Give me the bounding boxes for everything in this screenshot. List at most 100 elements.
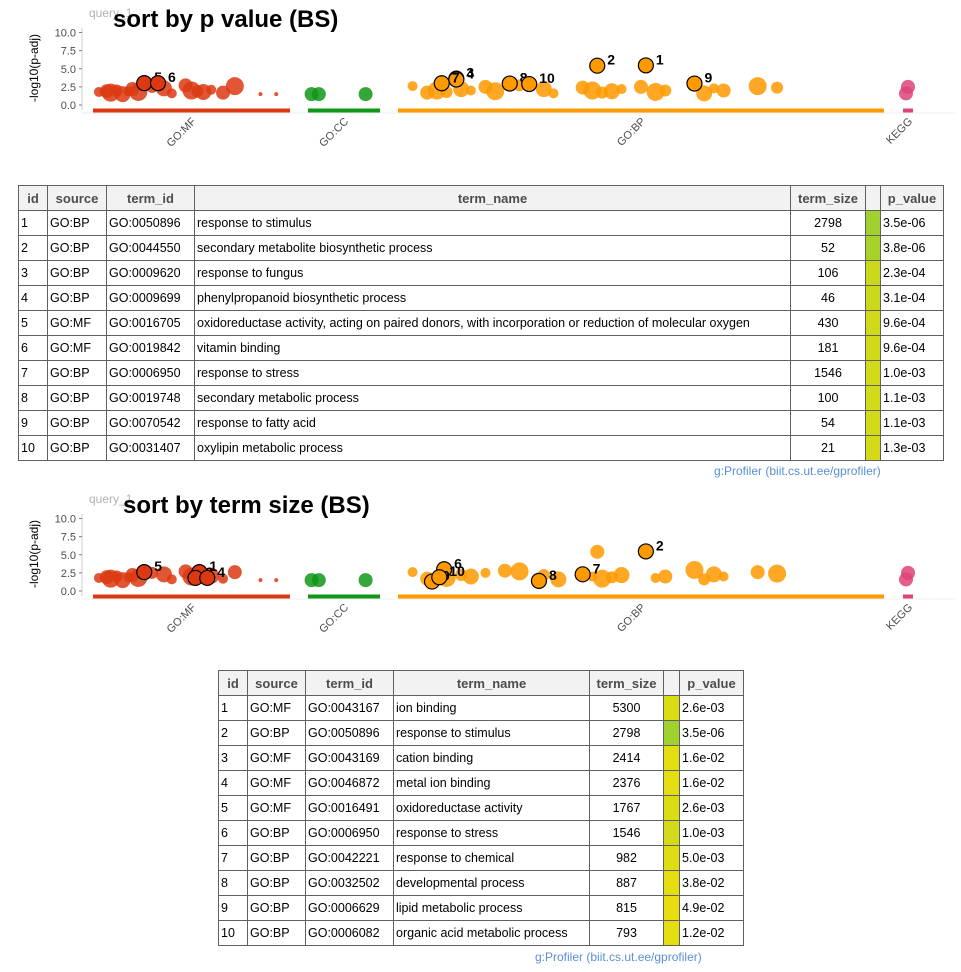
cell-id: 4: [218, 770, 248, 796]
cell-id: 5: [218, 795, 248, 821]
pvalue-color-cell: [663, 720, 680, 746]
cell-term-size: 793: [589, 920, 664, 946]
pvalue-color-cell: [663, 845, 680, 871]
highlighted-point-10: [521, 75, 538, 93]
cell-id: 8: [18, 385, 48, 411]
cell-term-id: GO:0070542: [106, 410, 195, 436]
cell-term-id: GO:0050896: [305, 720, 394, 746]
x-tick-label: GO:MF: [165, 601, 199, 635]
cell-p-value: 2.6e-03: [679, 795, 744, 821]
cell-p-value: 3.5e-06: [679, 720, 744, 746]
cell-p-value: 1.6e-02: [679, 770, 744, 796]
data-point: [659, 84, 672, 97]
y-tick-label: 2.5: [61, 568, 76, 580]
highlighted-point-2: [589, 57, 606, 74]
cell-source: GO:BP: [47, 385, 107, 411]
x-tick-label: GO:CC: [317, 116, 351, 150]
cell-p-value: 1.0e-03: [880, 360, 944, 386]
cell-term-size: 982: [589, 845, 664, 871]
highlighted-point-label: 7: [593, 560, 601, 576]
cell-source: GO:MF: [247, 745, 306, 771]
cell-source: GO:BP: [47, 260, 107, 286]
pvalue-color-cell: [865, 335, 881, 361]
table-row: 5 GO:MF GO:0016491 oxidoreductase activity 1…: [218, 795, 744, 821]
highlighted-point-label: 4: [217, 564, 225, 580]
data-point: [613, 567, 630, 584]
table-row: 9 GO:BP GO:0070542 response to fatty acid 54…: [18, 410, 944, 436]
highlighted-point-label: 6: [168, 69, 176, 85]
y-axis-label: -log10(p-adj): [27, 520, 41, 588]
data-point: [358, 87, 373, 102]
pvalue-color-cell: [865, 235, 881, 261]
pvalue-color-cell: [865, 310, 881, 336]
column-header: term_id: [305, 670, 394, 696]
data-point: [465, 85, 476, 96]
source-bar-kegg: [903, 594, 913, 599]
panel-termsize: query_1 sort by term size (BS) 0.0 2.5 5.0 7.…: [0, 486, 961, 972]
cell-id: 3: [218, 745, 248, 771]
source-bar-go-cc: [308, 594, 380, 599]
pvalue-color-cell: [865, 285, 881, 311]
pvalue-color-cell: [865, 360, 881, 386]
data-point: [650, 572, 661, 583]
data-point: [510, 562, 529, 581]
table-row: 4 GO:MF GO:0046872 metal ion binding 2376 1.6…: [218, 770, 744, 796]
data-point: [407, 567, 418, 578]
table-row: 4 GO:BP GO:0009699 phenylpropanoid biosynth…: [18, 285, 944, 311]
cell-p-value: 2.3e-04: [880, 260, 944, 286]
cell-term-id: GO:0006629: [305, 895, 394, 921]
gprofiler-credit[interactable]: g:Profiler (biit.cs.ut.ee/gprofiler): [714, 464, 881, 478]
data-point: [634, 79, 648, 94]
highlighted-point-2: [637, 543, 654, 560]
data-point: [748, 77, 767, 96]
cell-term-id: GO:0043167: [305, 695, 394, 721]
cell-p-value: 3.8e-02: [679, 870, 744, 896]
highlighted-point-label: 10: [539, 70, 555, 86]
table-row: 1 GO:MF GO:0043167 ion binding 5300 2.6e-03: [218, 695, 744, 721]
highlighted-point-5: [136, 564, 153, 581]
cell-id: 3: [18, 260, 48, 286]
data-point: [705, 566, 722, 583]
cell-term-name: response to chemical: [393, 845, 590, 871]
cell-source: GO:MF: [247, 770, 306, 796]
data-point: [258, 578, 263, 583]
column-header: [865, 185, 881, 211]
highlighted-point-label: 10: [449, 563, 465, 579]
cell-term-size: 2376: [589, 770, 664, 796]
query-label: query_1: [89, 492, 133, 506]
cell-source: GO:BP: [247, 720, 306, 746]
gprofiler-credit[interactable]: g:Profiler (biit.cs.ut.ee/gprofiler): [535, 950, 702, 964]
highlighted-point-label: 1: [656, 51, 664, 67]
table-row: 2 GO:BP GO:0044550 secondary metabolite bio…: [18, 235, 944, 261]
cell-term-size: 106: [790, 260, 866, 286]
cell-source: GO:BP: [247, 870, 306, 896]
cell-source: GO:BP: [47, 360, 107, 386]
cell-p-value: 3.5e-06: [880, 210, 944, 236]
cell-term-id: GO:0006950: [106, 360, 195, 386]
cell-term-name: cation binding: [393, 745, 590, 771]
cell-p-value: 9.6e-04: [880, 335, 944, 361]
cell-term-id: GO:0016705: [106, 310, 195, 336]
table-row: 10 GO:BP GO:0031407 oxylipin metabolic proc…: [18, 435, 944, 461]
highlighted-point-1: [637, 57, 654, 74]
cell-source: GO:BP: [247, 895, 306, 921]
data-point: [696, 85, 713, 102]
data-point: [550, 571, 567, 588]
data-point: [535, 81, 552, 98]
data-point: [616, 84, 627, 95]
cell-term-size: 52: [790, 235, 866, 261]
y-tick-label: 5.0: [61, 550, 76, 562]
data-point: [771, 81, 784, 94]
cell-term-name: secondary metabolite biosynthetic proces…: [194, 235, 791, 261]
cell-term-id: GO:0009620: [106, 260, 195, 286]
cell-p-value: 1.1e-03: [880, 410, 944, 436]
highlighted-point-label: 5: [154, 558, 162, 574]
cell-id: 6: [18, 335, 48, 361]
cell-id: 2: [218, 720, 248, 746]
highlighted-point-6: [149, 75, 167, 92]
pvalue-color-cell: [865, 385, 881, 411]
data-point: [718, 571, 729, 582]
data-point: [899, 86, 913, 101]
